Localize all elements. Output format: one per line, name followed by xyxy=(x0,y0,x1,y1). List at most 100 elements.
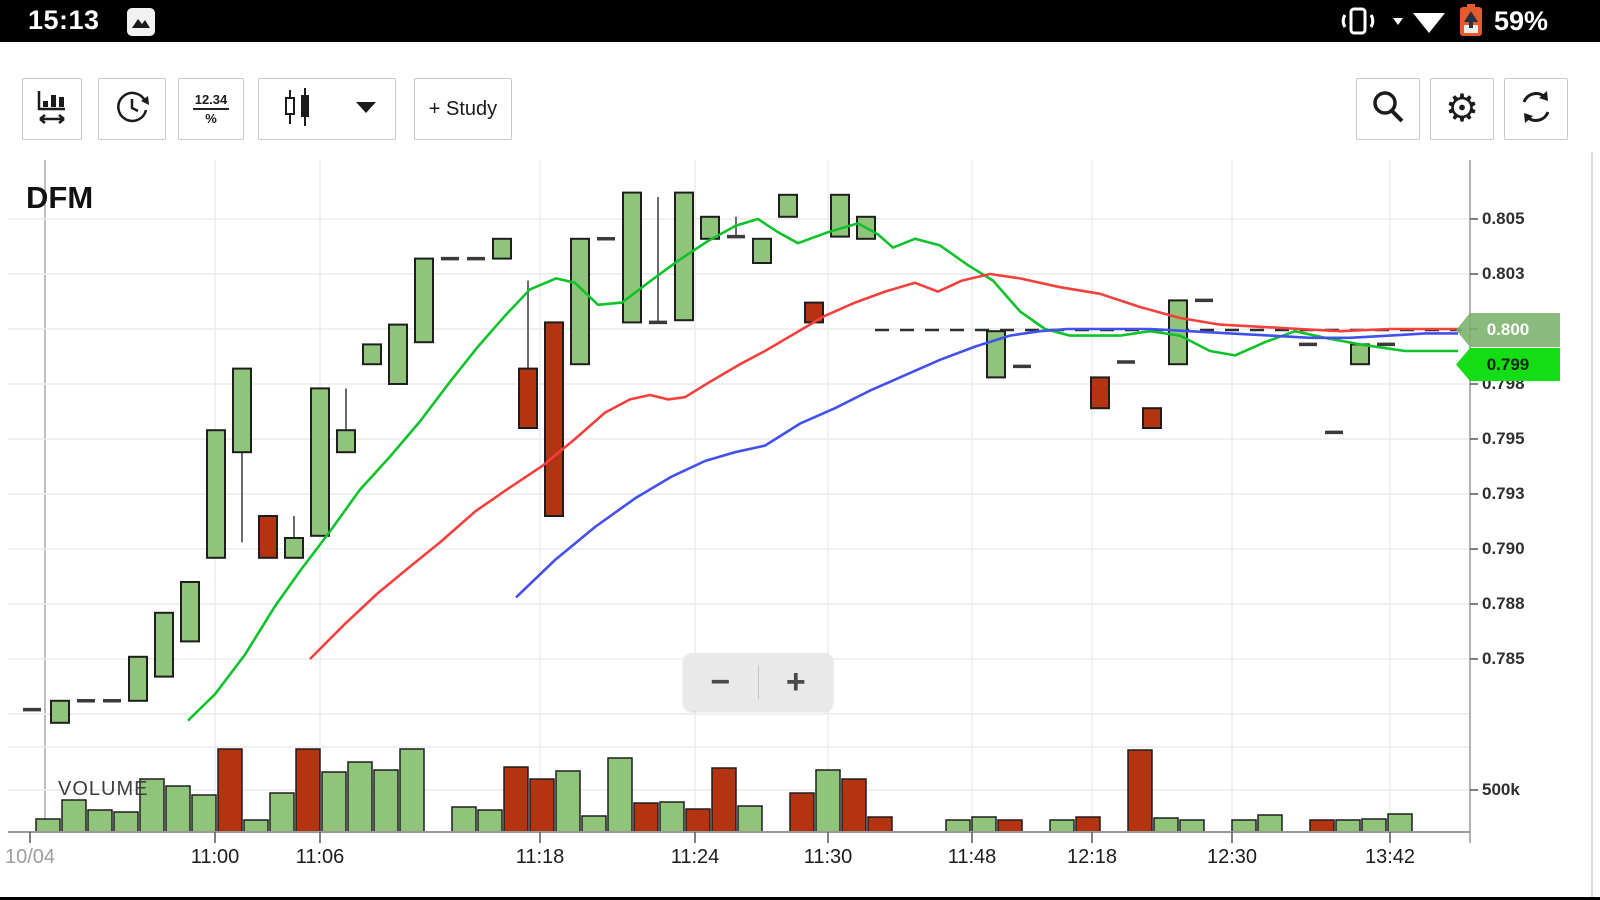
volume-bar xyxy=(321,771,347,833)
zoom-divider xyxy=(757,665,759,699)
symbol-title: DFM xyxy=(26,180,94,215)
candle xyxy=(1090,376,1110,410)
wifi-icon xyxy=(1410,0,1448,42)
clock-text: 15:13 xyxy=(28,5,100,35)
candle xyxy=(362,343,382,366)
refresh-button[interactable] xyxy=(1504,78,1568,140)
price-tick-label: 0.788 xyxy=(1482,594,1525,613)
candlestick-icon xyxy=(276,86,320,133)
zoom-out-button[interactable]: − xyxy=(710,662,731,701)
time-tick-label: 11:06 xyxy=(295,846,345,868)
candle xyxy=(1168,299,1188,366)
battery-saver-icon xyxy=(1458,0,1484,42)
volume-bar xyxy=(347,761,373,833)
screen-bottom-edge xyxy=(0,897,1600,900)
time-interval-button[interactable] xyxy=(98,78,166,140)
add-study-button[interactable]: + Study xyxy=(414,78,512,140)
candle xyxy=(570,237,590,366)
time-tick-label: 10/04 xyxy=(4,846,56,868)
volume-bar xyxy=(373,769,399,833)
candle xyxy=(258,515,278,559)
candle xyxy=(154,611,174,678)
candle xyxy=(128,655,148,702)
volume-bar xyxy=(815,769,841,833)
volume-tick-label: 500k xyxy=(1482,780,1520,799)
vibrate-icon xyxy=(1338,0,1378,42)
candle xyxy=(752,237,772,265)
time-tick-label: 11:24 xyxy=(670,846,720,868)
fast-ma-line xyxy=(187,217,1458,722)
candle xyxy=(310,387,330,537)
time-axis[interactable]: 10/04 11:00 11:06 11:18 11:24 11:30 11:48 12:18… xyxy=(0,828,1470,888)
time-tick-label: 13:42 xyxy=(1364,846,1416,868)
volume-bar xyxy=(217,748,243,833)
time-tick-label: 12:30 xyxy=(1206,846,1258,868)
time-tick-label: 11:30 xyxy=(803,846,853,868)
time-tick-label: 11:00 xyxy=(190,846,240,868)
zoom-controls: − + xyxy=(683,653,833,711)
candle xyxy=(284,537,304,559)
chart-type-button[interactable] xyxy=(258,78,396,140)
volume-bar xyxy=(789,792,815,833)
volume-bar xyxy=(191,794,217,833)
volume-bar xyxy=(399,748,425,833)
candle xyxy=(414,257,434,344)
candle xyxy=(1350,343,1370,366)
volume-bar xyxy=(529,778,555,833)
percent-display-button[interactable]: 12.34 % xyxy=(178,78,244,140)
chart-widget: DFM VOLUME 0.805 0.803 0.798 0.795 0.793 0.79… xyxy=(0,152,1600,900)
candle xyxy=(544,321,564,517)
volume-bar xyxy=(451,806,477,833)
status-bar: 15:13 59% xyxy=(0,0,1600,42)
volume-bar xyxy=(607,757,633,833)
search-icon xyxy=(1369,88,1407,131)
volume-bar xyxy=(711,767,737,833)
volume-bar xyxy=(737,805,763,833)
volume-bar xyxy=(659,801,685,833)
screenshot-icon xyxy=(126,7,156,42)
slow-ma-line xyxy=(515,327,1458,599)
price-tick-label: 0.805 xyxy=(1482,209,1525,228)
candle xyxy=(492,237,512,260)
time-tick-label: 11:18 xyxy=(515,846,565,868)
candle xyxy=(336,429,356,454)
volume-bar xyxy=(503,766,529,833)
candle xyxy=(622,191,642,324)
volume-bar xyxy=(269,792,295,833)
settings-button[interactable]: ⚙ xyxy=(1430,78,1494,140)
fraction-bottom-text: % xyxy=(205,111,217,126)
price-tick-label: 0.785 xyxy=(1482,649,1525,668)
medium-ma-line xyxy=(309,272,1458,660)
price-badge-last: 0.799 xyxy=(1456,348,1560,381)
refresh-icon xyxy=(1516,87,1556,132)
history-clock-icon xyxy=(112,87,152,132)
fraction-top-text: 12.34 xyxy=(192,92,230,110)
zoom-in-button[interactable]: + xyxy=(785,662,806,701)
bar-chart-resize-icon xyxy=(34,87,70,132)
candle xyxy=(1142,407,1162,430)
candle xyxy=(232,367,252,454)
price-axis[interactable]: 0.805 0.803 0.798 0.795 0.793 0.790 0.788 0.785… xyxy=(1470,152,1592,852)
price-tick-label: 0.795 xyxy=(1482,429,1525,448)
candle xyxy=(388,323,408,386)
candle xyxy=(518,367,538,430)
candle xyxy=(778,193,798,218)
gear-icon: ⚙ xyxy=(1444,88,1480,130)
chart-toolbar: 12.34 % + Study ⚙ xyxy=(0,42,1600,153)
volume-bar xyxy=(1127,749,1153,833)
time-tick-label: 11:48 xyxy=(947,846,997,868)
battery-percent-text: 59% xyxy=(1494,6,1549,36)
volume-bar xyxy=(633,802,659,833)
price-tick-label: 0.790 xyxy=(1482,539,1525,558)
price-badge-previous-close: 0.800 xyxy=(1456,313,1560,347)
time-tick-label: 12:18 xyxy=(1066,846,1118,868)
volume-bar xyxy=(165,785,191,833)
chart-canvas[interactable] xyxy=(0,152,1600,900)
search-button[interactable] xyxy=(1356,78,1420,140)
volume-bar xyxy=(841,778,867,833)
chevron-down-icon xyxy=(354,99,378,120)
network-triangle-icon xyxy=(1392,0,1404,42)
price-tick-label: 0.793 xyxy=(1482,484,1525,503)
price-tick-label: 0.803 xyxy=(1482,264,1525,283)
chart-scale-button[interactable] xyxy=(22,78,82,140)
